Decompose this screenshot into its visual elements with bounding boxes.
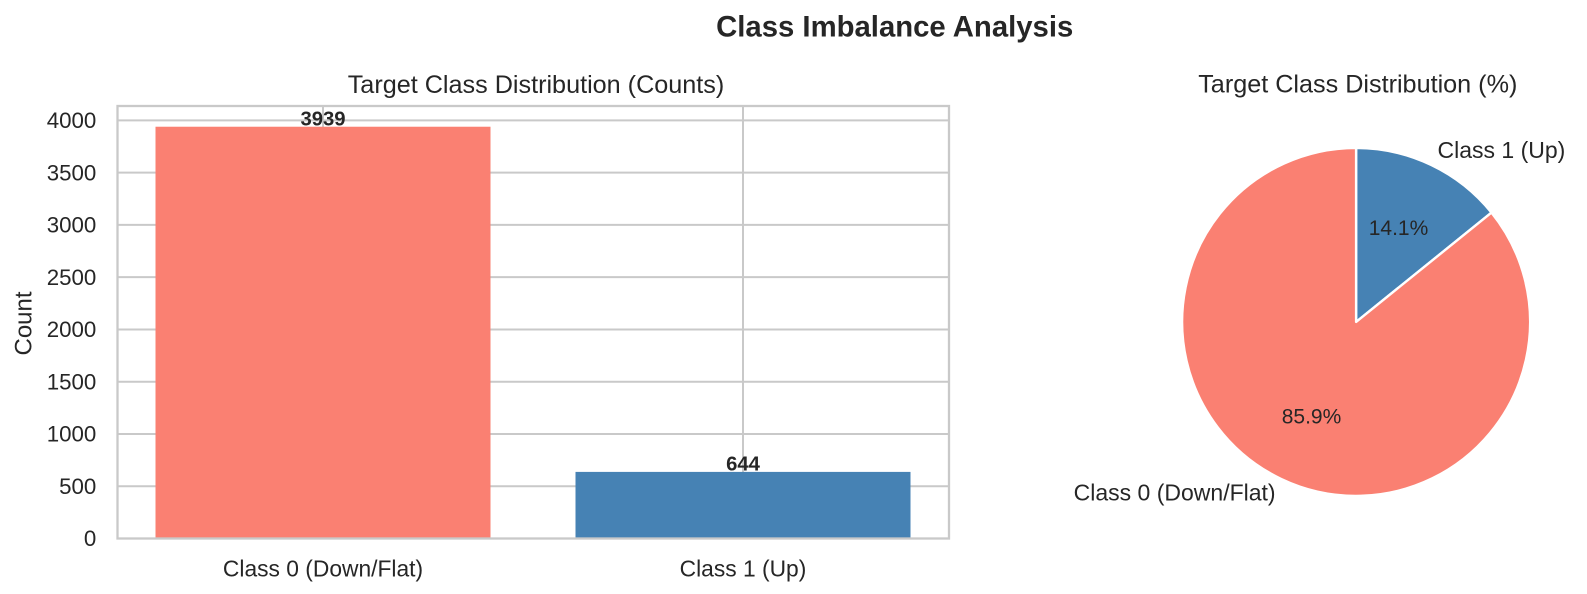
svg-text:85.9%: 85.9% — [1282, 405, 1342, 428]
svg-text:Target Class Distribution (Cou: Target Class Distribution (Counts) — [348, 71, 725, 99]
svg-text:2500: 2500 — [47, 265, 97, 290]
svg-text:4000: 4000 — [47, 108, 97, 133]
svg-text:Count: Count — [10, 291, 37, 355]
svg-text:3939: 3939 — [300, 109, 345, 131]
svg-text:Class 0 (Down/Flat): Class 0 (Down/Flat) — [223, 555, 423, 581]
svg-text:Class Imbalance Analysis: Class Imbalance Analysis — [716, 10, 1073, 43]
svg-text:500: 500 — [59, 474, 96, 499]
svg-text:Class 1 (Up): Class 1 (Up) — [680, 555, 807, 581]
svg-text:644: 644 — [726, 453, 761, 475]
svg-text:14.1%: 14.1% — [1369, 217, 1429, 240]
svg-text:1500: 1500 — [47, 369, 97, 394]
svg-text:Target Class Distribution (%): Target Class Distribution (%) — [1198, 71, 1517, 99]
svg-text:2000: 2000 — [47, 317, 97, 342]
svg-text:3000: 3000 — [47, 213, 97, 238]
svg-text:1000: 1000 — [47, 422, 97, 447]
svg-text:Class 0 (Down/Flat): Class 0 (Down/Flat) — [1074, 480, 1276, 506]
svg-text:0: 0 — [84, 526, 96, 551]
svg-text:3500: 3500 — [47, 160, 97, 185]
svg-text:Class 1 (Up): Class 1 (Up) — [1438, 137, 1566, 163]
